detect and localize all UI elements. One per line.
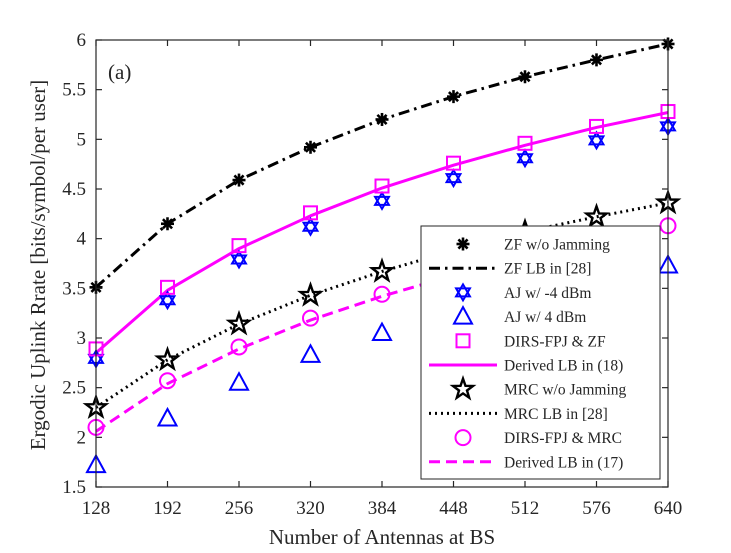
data-point: [374, 178, 390, 194]
legend-entry-aj-w-4-dbm: AJ w/ -4 dBm: [454, 282, 591, 303]
y-tick-label: 6: [77, 30, 87, 51]
series-mrc-lb-in-28: [95, 201, 669, 409]
x-tick-label: 640: [654, 498, 683, 519]
legend-marker-sample: [449, 375, 477, 401]
data-point: [373, 190, 391, 211]
data-point: [373, 285, 391, 303]
legend-label: AJ w/ 4 dBm: [504, 309, 586, 326]
legend-label: AJ w/ -4 dBm: [504, 285, 591, 302]
legend-marker-sample: [455, 333, 471, 349]
legend-marker-sample: [456, 237, 470, 251]
legend-entry-aj-w-4-dbm: AJ w/ 4 dBm: [452, 305, 586, 326]
legend-entry-zf-w-o-jamming: ZF w/o Jamming: [456, 237, 610, 254]
legend-entry-derived-lb-in-17: Derived LB in (17): [429, 454, 623, 471]
x-axis-label: Number of Antennas at BS: [269, 525, 495, 549]
legend-label: DIRS-FPJ & ZF: [504, 333, 606, 350]
data-point: [587, 130, 606, 151]
data-point: [583, 202, 610, 229]
x-tick-label: 384: [368, 498, 397, 519]
panel-label: (a): [108, 60, 131, 84]
data-point: [518, 70, 532, 84]
data-point: [154, 345, 181, 372]
data-point: [590, 53, 603, 67]
y-tick-label: 3: [77, 328, 87, 349]
data-point: [232, 173, 246, 187]
legend-label: Derived LB in (18): [504, 358, 623, 375]
legend-entry-mrc-w-o-jamming: MRC w/o Jamming: [449, 375, 627, 401]
series-derived-lb-in-18: [95, 111, 669, 355]
y-tick-label: 5.5: [62, 80, 86, 101]
data-point: [375, 112, 389, 126]
data-point: [447, 90, 460, 104]
legend-label: ZF LB in [28]: [504, 261, 591, 278]
legend-label: MRC LB in [28]: [504, 406, 608, 423]
y-tick-label: 2.5: [62, 378, 86, 399]
data-point: [368, 257, 396, 283]
x-tick-label: 576: [582, 498, 611, 519]
data-point: [444, 168, 463, 189]
data-point: [156, 406, 179, 427]
y-tick-label: 4: [77, 229, 87, 250]
data-point: [225, 309, 253, 336]
y-tick-label: 5: [77, 129, 87, 150]
series-zf-w-o-jamming: [89, 37, 675, 294]
legend-entry-derived-lb-in-18: Derived LB in (18): [429, 358, 623, 375]
x-tick-label: 448: [439, 498, 468, 519]
y-tick-label: 3.5: [62, 278, 86, 299]
data-point: [230, 249, 248, 270]
legend-entry-zf-lb-in-28: ZF LB in [28]: [429, 261, 591, 278]
y-axis-label: Ergodic Uplink Rrate [bits/symbol/per us…: [26, 80, 50, 451]
legend-marker-sample: [454, 282, 472, 303]
x-tick-label: 320: [296, 498, 325, 519]
data-point: [297, 281, 324, 307]
data-point: [231, 238, 247, 254]
data-point: [303, 205, 318, 221]
data-point: [159, 372, 176, 390]
legend-label: DIRS-FPJ & MRC: [504, 430, 622, 447]
legend-label: ZF w/o Jamming: [504, 237, 610, 254]
legend-entry-dirs-fpj-mrc: DIRS-FPJ & MRC: [454, 429, 622, 447]
data-point: [228, 371, 250, 391]
data-point: [301, 216, 320, 237]
legend-marker-sample: [452, 305, 474, 325]
data-point: [161, 217, 174, 231]
y-tick-label: 1.5: [62, 477, 86, 498]
series-line: [95, 201, 669, 409]
data-point: [160, 279, 175, 295]
y-tick-label: 2: [77, 427, 87, 448]
legend-marker-sample: [454, 429, 472, 447]
legend: ZF w/o Jamming ZF LB in [28] AJ w/ -4 dBm A…: [420, 225, 661, 480]
legend-entry-mrc-lb-in-28: MRC LB in [28]: [429, 406, 608, 423]
legend-entry-dirs-fpj-zf: DIRS-FPJ & ZF: [455, 333, 606, 350]
data-point: [304, 140, 317, 154]
data-point: [589, 118, 604, 134]
data-point: [517, 135, 533, 151]
data-point: [516, 148, 534, 169]
data-point: [446, 155, 461, 171]
data-point: [371, 321, 393, 342]
y-tick-label: 4.5: [62, 179, 86, 200]
series-line: [95, 111, 669, 355]
data-point: [158, 290, 177, 311]
data-point: [302, 309, 319, 327]
data-point: [299, 343, 322, 363]
x-tick-label: 512: [511, 498, 540, 519]
x-tick-label: 128: [82, 498, 111, 519]
data-point: [230, 338, 248, 356]
x-tick-label: 192: [153, 498, 182, 519]
x-tick-label: 256: [225, 498, 254, 519]
axes: 128 192 256 320 384 448 512 576 640 1.5 2 2.5 3 3.5 4 4…: [62, 30, 682, 519]
legend-label: Derived LB in (17): [504, 454, 623, 471]
legend-label: MRC w/o Jamming: [504, 382, 627, 399]
